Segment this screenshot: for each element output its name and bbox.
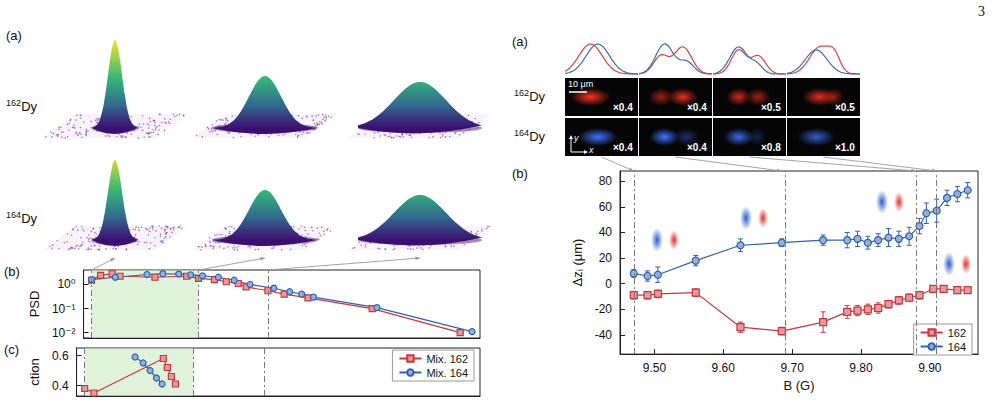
html-text:(a): (a)	[512, 34, 528, 49]
svg-text:-20: -20	[595, 302, 613, 316]
svg-text:162: 162	[948, 327, 966, 339]
html-text:164Dy: 164Dy	[514, 128, 546, 145]
svg-text:ction: ction	[27, 358, 42, 385]
svg-text:9.80: 9.80	[849, 361, 873, 375]
svg-text:PSD: PSD	[27, 291, 42, 318]
html-text:×0.5: ×0.5	[835, 102, 855, 113]
html-text:y: y	[574, 133, 579, 143]
html-text:×0.4: ×0.4	[613, 102, 633, 113]
svg-text:0.4: 0.4	[52, 379, 69, 393]
svg-text:B (G): B (G)	[783, 378, 814, 393]
html-text:×0.4: ×0.4	[687, 102, 707, 113]
html-text:×1.0: ×1.0	[835, 142, 855, 153]
html-text:(b): (b)	[4, 264, 20, 279]
svg-text:0: 0	[605, 277, 612, 291]
svg-text:60: 60	[599, 200, 613, 214]
html-text:162Dy: 162Dy	[514, 88, 546, 105]
svg-text:Mix. 164: Mix. 164	[426, 367, 468, 379]
svg-text:20: 20	[599, 251, 613, 265]
svg-text:9.60: 9.60	[712, 361, 736, 375]
svg-text:10⁰: 10⁰	[57, 277, 75, 291]
html-text:10 μm: 10 μm	[568, 79, 594, 89]
html-text:(a): (a)	[6, 28, 22, 43]
svg-text:0.6: 0.6	[52, 349, 69, 363]
svg-text:164: 164	[948, 341, 966, 353]
html-text:(b): (b)	[512, 166, 528, 181]
html-text:×0.5: ×0.5	[761, 102, 781, 113]
html-text:×0.8: ×0.8	[761, 142, 781, 153]
svg-text:10⁻¹: 10⁻¹	[52, 302, 76, 316]
html-text:3: 3	[978, 4, 985, 19]
html-text:×0.4: ×0.4	[687, 142, 707, 153]
svg-text:Δzᵢ (μm): Δzᵢ (μm)	[570, 239, 585, 287]
svg-text:10⁻²: 10⁻²	[52, 326, 76, 340]
html-text:×0.4: ×0.4	[613, 142, 633, 153]
svg-text:40: 40	[599, 225, 613, 239]
svg-text:80: 80	[599, 174, 613, 188]
svg-text:Mix. 162: Mix. 162	[426, 353, 468, 365]
svg-text:-40: -40	[595, 328, 613, 342]
html-text:164Dy: 164Dy	[6, 210, 38, 227]
svg-text:9.70: 9.70	[780, 361, 804, 375]
html-text:(c): (c)	[4, 342, 20, 357]
svg-text:9.90: 9.90	[918, 361, 942, 375]
svg-text:9.50: 9.50	[643, 361, 667, 375]
html-text:162Dy: 162Dy	[6, 98, 38, 115]
html-text:x: x	[589, 145, 594, 155]
